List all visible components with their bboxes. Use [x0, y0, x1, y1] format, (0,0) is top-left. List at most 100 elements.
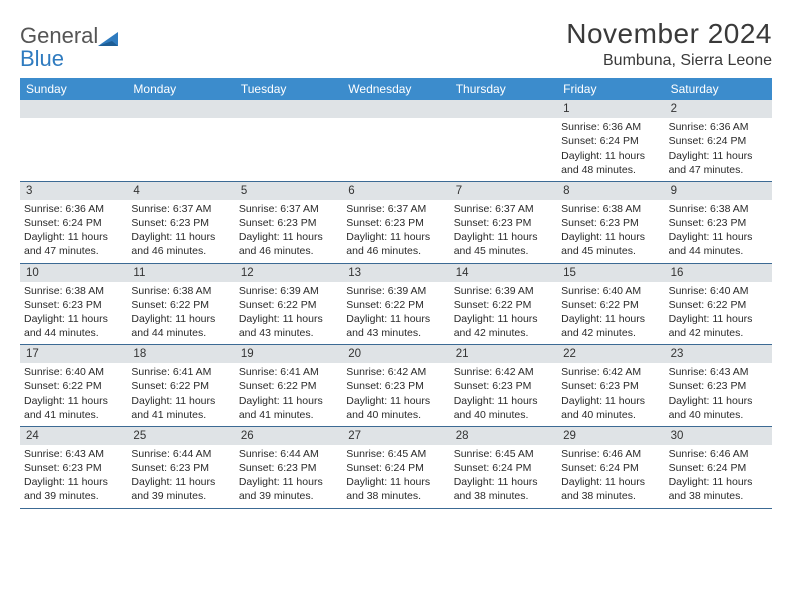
logo-line2: Blue — [20, 46, 64, 71]
day-cell — [20, 100, 127, 181]
day-number: 3 — [20, 182, 127, 200]
day-cell: 2Sunrise: 6:36 AMSunset: 6:24 PMDaylight… — [665, 100, 772, 181]
sunrise-text: Sunrise: 6:42 AM — [346, 365, 445, 379]
sunrise-text: Sunrise: 6:36 AM — [561, 120, 660, 134]
sunrise-text: Sunrise: 6:38 AM — [669, 202, 768, 216]
day-number: 22 — [557, 345, 664, 363]
sunset-text: Sunset: 6:24 PM — [561, 461, 660, 475]
day-body: Sunrise: 6:40 AMSunset: 6:22 PMDaylight:… — [20, 363, 127, 426]
day-number: 19 — [235, 345, 342, 363]
day-body — [235, 118, 342, 170]
day-body: Sunrise: 6:41 AMSunset: 6:22 PMDaylight:… — [127, 363, 234, 426]
day-number: 24 — [20, 427, 127, 445]
daylight-text: Daylight: 11 hours and 41 minutes. — [239, 394, 338, 422]
day-cell: 26Sunrise: 6:44 AMSunset: 6:23 PMDayligh… — [235, 427, 342, 508]
daylight-text: Daylight: 11 hours and 41 minutes. — [131, 394, 230, 422]
day-cell: 17Sunrise: 6:40 AMSunset: 6:22 PMDayligh… — [20, 345, 127, 426]
daylight-text: Daylight: 11 hours and 45 minutes. — [454, 230, 553, 258]
day-body: Sunrise: 6:36 AMSunset: 6:24 PMDaylight:… — [665, 118, 772, 181]
day-cell: 4Sunrise: 6:37 AMSunset: 6:23 PMDaylight… — [127, 182, 234, 263]
day-number: 20 — [342, 345, 449, 363]
day-cell: 19Sunrise: 6:41 AMSunset: 6:22 PMDayligh… — [235, 345, 342, 426]
sunset-text: Sunset: 6:23 PM — [131, 461, 230, 475]
daylight-text: Daylight: 11 hours and 39 minutes. — [131, 475, 230, 503]
sunrise-text: Sunrise: 6:46 AM — [669, 447, 768, 461]
day-cell: 24Sunrise: 6:43 AMSunset: 6:23 PMDayligh… — [20, 427, 127, 508]
sunset-text: Sunset: 6:23 PM — [669, 216, 768, 230]
sunrise-text: Sunrise: 6:39 AM — [346, 284, 445, 298]
day-number: 9 — [665, 182, 772, 200]
sunset-text: Sunset: 6:22 PM — [561, 298, 660, 312]
day-number — [342, 100, 449, 118]
daylight-text: Daylight: 11 hours and 44 minutes. — [669, 230, 768, 258]
sunrise-text: Sunrise: 6:36 AM — [669, 120, 768, 134]
daylight-text: Daylight: 11 hours and 38 minutes. — [346, 475, 445, 503]
day-number: 29 — [557, 427, 664, 445]
daylight-text: Daylight: 11 hours and 45 minutes. — [561, 230, 660, 258]
day-body: Sunrise: 6:37 AMSunset: 6:23 PMDaylight:… — [450, 200, 557, 263]
day-body — [342, 118, 449, 170]
daylight-text: Daylight: 11 hours and 38 minutes. — [669, 475, 768, 503]
day-cell — [235, 100, 342, 181]
daylight-text: Daylight: 11 hours and 40 minutes. — [561, 394, 660, 422]
sunrise-text: Sunrise: 6:41 AM — [239, 365, 338, 379]
day-cell: 14Sunrise: 6:39 AMSunset: 6:22 PMDayligh… — [450, 264, 557, 345]
day-cell: 7Sunrise: 6:37 AMSunset: 6:23 PMDaylight… — [450, 182, 557, 263]
day-cell: 23Sunrise: 6:43 AMSunset: 6:23 PMDayligh… — [665, 345, 772, 426]
sunrise-text: Sunrise: 6:38 AM — [131, 284, 230, 298]
sunrise-text: Sunrise: 6:37 AM — [131, 202, 230, 216]
day-number: 12 — [235, 264, 342, 282]
logo-text: General Blue — [20, 24, 98, 70]
weeks-container: 1Sunrise: 6:36 AMSunset: 6:24 PMDaylight… — [20, 100, 772, 508]
day-body: Sunrise: 6:41 AMSunset: 6:22 PMDaylight:… — [235, 363, 342, 426]
daylight-text: Daylight: 11 hours and 43 minutes. — [346, 312, 445, 340]
day-cell — [450, 100, 557, 181]
day-body: Sunrise: 6:43 AMSunset: 6:23 PMDaylight:… — [665, 363, 772, 426]
day-body: Sunrise: 6:38 AMSunset: 6:23 PMDaylight:… — [665, 200, 772, 263]
day-name-thu: Thursday — [450, 78, 557, 100]
sunrise-text: Sunrise: 6:39 AM — [239, 284, 338, 298]
sunrise-text: Sunrise: 6:44 AM — [131, 447, 230, 461]
day-number: 2 — [665, 100, 772, 118]
day-body: Sunrise: 6:44 AMSunset: 6:23 PMDaylight:… — [127, 445, 234, 508]
day-cell: 18Sunrise: 6:41 AMSunset: 6:22 PMDayligh… — [127, 345, 234, 426]
day-cell: 30Sunrise: 6:46 AMSunset: 6:24 PMDayligh… — [665, 427, 772, 508]
day-cell: 16Sunrise: 6:40 AMSunset: 6:22 PMDayligh… — [665, 264, 772, 345]
sunset-text: Sunset: 6:23 PM — [346, 379, 445, 393]
day-number: 18 — [127, 345, 234, 363]
day-number: 23 — [665, 345, 772, 363]
daylight-text: Daylight: 11 hours and 44 minutes. — [131, 312, 230, 340]
sunrise-text: Sunrise: 6:42 AM — [561, 365, 660, 379]
day-number: 7 — [450, 182, 557, 200]
sunrise-text: Sunrise: 6:41 AM — [131, 365, 230, 379]
daylight-text: Daylight: 11 hours and 47 minutes. — [669, 149, 768, 177]
sunrise-text: Sunrise: 6:42 AM — [454, 365, 553, 379]
day-cell: 22Sunrise: 6:42 AMSunset: 6:23 PMDayligh… — [557, 345, 664, 426]
day-body — [127, 118, 234, 170]
day-cell: 20Sunrise: 6:42 AMSunset: 6:23 PMDayligh… — [342, 345, 449, 426]
title-block: November 2024 Bumbuna, Sierra Leone — [566, 18, 772, 70]
sunrise-text: Sunrise: 6:38 AM — [24, 284, 123, 298]
day-body: Sunrise: 6:37 AMSunset: 6:23 PMDaylight:… — [235, 200, 342, 263]
calendar: Sunday Monday Tuesday Wednesday Thursday… — [20, 78, 772, 508]
day-number: 11 — [127, 264, 234, 282]
day-body: Sunrise: 6:46 AMSunset: 6:24 PMDaylight:… — [665, 445, 772, 508]
day-number: 10 — [20, 264, 127, 282]
day-body: Sunrise: 6:42 AMSunset: 6:23 PMDaylight:… — [557, 363, 664, 426]
sunset-text: Sunset: 6:23 PM — [239, 216, 338, 230]
logo: General Blue — [20, 18, 124, 70]
daylight-text: Daylight: 11 hours and 48 minutes. — [561, 149, 660, 177]
day-number — [450, 100, 557, 118]
day-body — [20, 118, 127, 170]
daylight-text: Daylight: 11 hours and 44 minutes. — [24, 312, 123, 340]
day-body: Sunrise: 6:39 AMSunset: 6:22 PMDaylight:… — [235, 282, 342, 345]
daylight-text: Daylight: 11 hours and 46 minutes. — [239, 230, 338, 258]
sunrise-text: Sunrise: 6:39 AM — [454, 284, 553, 298]
daylight-text: Daylight: 11 hours and 39 minutes. — [239, 475, 338, 503]
sunrise-text: Sunrise: 6:37 AM — [454, 202, 553, 216]
daylight-text: Daylight: 11 hours and 47 minutes. — [24, 230, 123, 258]
day-cell: 1Sunrise: 6:36 AMSunset: 6:24 PMDaylight… — [557, 100, 664, 181]
sunrise-text: Sunrise: 6:43 AM — [24, 447, 123, 461]
header-row: General Blue November 2024 Bumbuna, Sier… — [20, 18, 772, 70]
daylight-text: Daylight: 11 hours and 43 minutes. — [239, 312, 338, 340]
